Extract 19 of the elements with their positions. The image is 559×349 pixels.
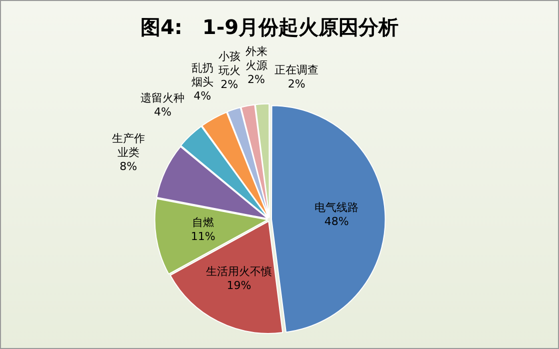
slice-label: 生活用火不慎 <box>206 265 272 278</box>
slice-label: 正在调查 <box>274 64 319 77</box>
data-label: 2% <box>288 78 306 91</box>
data-label: 48% <box>324 215 349 228</box>
chart-title: 图4: 1-9月份起火原因分析 <box>140 15 399 40</box>
data-label: 8% <box>120 160 138 173</box>
data-label: 11% <box>190 230 216 243</box>
data-label: 4% <box>154 106 172 119</box>
data-label: 2% <box>220 78 238 91</box>
slice-label: 乱扔烟头 <box>191 62 214 89</box>
slice-label: 外来火源 <box>245 45 268 72</box>
data-label: 2% <box>248 73 265 86</box>
slice-label: 生产作业类 <box>112 132 145 159</box>
data-label: 4% <box>194 90 212 103</box>
slice-label: 遗留火种 <box>140 92 185 105</box>
slice-label: 自燃 <box>192 216 214 229</box>
slice-label: 小孩玩火 <box>218 50 240 77</box>
data-label: 19% <box>226 279 252 292</box>
slice-label: 电气线路 <box>314 201 359 214</box>
